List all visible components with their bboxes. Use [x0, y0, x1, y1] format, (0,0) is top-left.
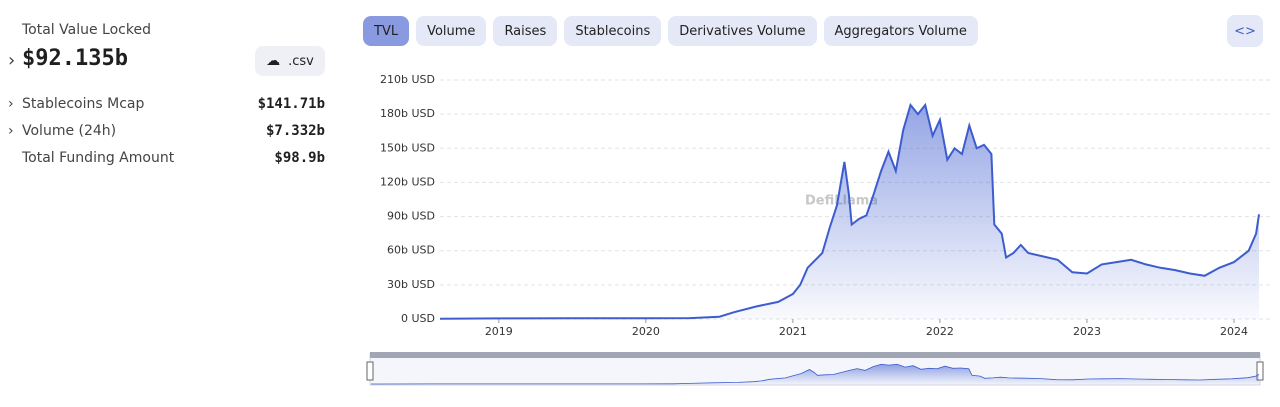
- y-tick-label: 90b USD: [387, 210, 435, 223]
- stat-label: Volume (24h): [22, 123, 117, 139]
- line: [370, 363, 1260, 385]
- y-tick-label: 180b USD: [380, 107, 435, 120]
- y-tick-label: 0 USD: [401, 312, 435, 325]
- x-tick-label: 2024: [1220, 325, 1248, 338]
- x-tick-label: 2022: [926, 325, 954, 338]
- expand-icon[interactable]: ›: [8, 96, 14, 112]
- tab[interactable]: Volume: [416, 16, 487, 46]
- brush-handle[interactable]: [366, 361, 374, 381]
- area: [371, 364, 1259, 384]
- stat-value: $98.9b: [274, 150, 325, 166]
- y-tick-label: 60b USD: [387, 244, 435, 257]
- y-tick-label: 30b USD: [387, 278, 435, 291]
- brush-handle-bar[interactable]: [370, 352, 1260, 358]
- x-tick-label: 2023: [1073, 325, 1101, 338]
- x-tick-label: 2020: [632, 325, 660, 338]
- area: [440, 105, 1259, 319]
- line: [439, 102, 1260, 320]
- stat-label: Stablecoins Mcap: [22, 96, 145, 112]
- x-tick-label: 2019: [485, 325, 513, 338]
- x-tick-label: 2021: [779, 325, 807, 338]
- y-tick-label: 120b USD: [380, 175, 435, 188]
- tvl-value: $92.135b: [22, 46, 128, 71]
- stat-value: $7.332b: [265, 123, 325, 139]
- tab[interactable]: TVL: [363, 16, 410, 46]
- csv-button[interactable]: ☁ .csv: [255, 46, 325, 76]
- tab[interactable]: Aggregators Volume: [823, 16, 978, 46]
- expand-icon[interactable]: ›: [8, 123, 14, 139]
- stat-label: Total Funding Amount: [22, 150, 175, 166]
- tab[interactable]: Stablecoins: [564, 16, 662, 46]
- brush-handle[interactable]: [1256, 361, 1264, 381]
- tab[interactable]: Derivatives Volume: [668, 16, 817, 46]
- expand-icon[interactable]: ›: [8, 50, 16, 71]
- y-tick-label: 150b USD: [380, 141, 435, 154]
- tab-bar: TVL Volume Raises Stablecoins Derivatives Vo…: [363, 16, 978, 46]
- y-tick-label: 210b USD: [380, 73, 435, 86]
- tvl-label: Total Value Locked: [22, 22, 151, 38]
- chart: 0 USD 30b USD 60b USD 90b USD 120b USD 150b U…: [366, 73, 1270, 386]
- csv-label: .csv: [288, 53, 314, 69]
- embed-button[interactable]: <>: [1227, 15, 1263, 47]
- tab[interactable]: Raises: [493, 16, 558, 46]
- stat-value: $141.71b: [257, 96, 325, 112]
